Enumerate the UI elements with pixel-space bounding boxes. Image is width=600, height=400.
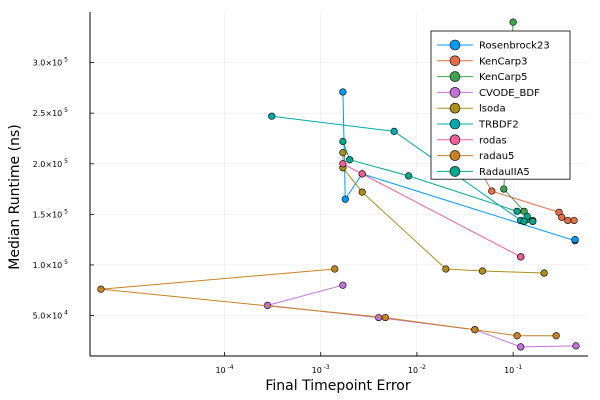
legend-swatch-marker-radauiia5 bbox=[449, 166, 461, 177]
legend-swatch-marker-trbdf2 bbox=[449, 118, 461, 130]
legend-label-trbdf2: TRBDF2 bbox=[478, 120, 519, 131]
series-rodas bbox=[339, 160, 525, 261]
legend-item-trbdf2: TRBDF2 bbox=[437, 118, 519, 131]
data-point-rodas-1 bbox=[358, 170, 366, 178]
data-point-radau5-5 bbox=[552, 332, 560, 340]
data-point-radau5-1 bbox=[97, 285, 105, 293]
data-point-cvode-bdf-4 bbox=[517, 343, 525, 351]
legend-item-radau5: radau5 bbox=[437, 150, 514, 162]
series-cvode-bdf bbox=[263, 281, 580, 351]
data-point-lsoda-0 bbox=[339, 149, 347, 157]
data-point-kencarp5-0 bbox=[509, 18, 517, 26]
legend-swatch-marker-rosenbrock23 bbox=[449, 39, 461, 51]
legend: Rosenbrock23 KenCarp3 KenCarp5 CVODE_BDFlso… bbox=[430, 30, 571, 180]
y-tick-label-4: 2.5×10 5 bbox=[33, 107, 69, 118]
legend-swatch-marker-kencarp3 bbox=[449, 55, 461, 67]
legend-swatch-marker-cvode-bdf bbox=[449, 87, 461, 98]
x-tick-labels: 10 -4 10 -3 10 -2 10 -1 bbox=[215, 364, 522, 375]
legend-label-lsoda: lsoda bbox=[479, 104, 506, 115]
legend-swatch-marker-kencarp5 bbox=[449, 71, 461, 82]
data-point-cvode-bdf-5 bbox=[572, 342, 580, 350]
data-point-rodas-3 bbox=[517, 253, 525, 261]
legend-item-kencarp3: KenCarp3 bbox=[437, 55, 527, 67]
data-point-lsoda-4 bbox=[478, 267, 487, 275]
legend-item-kencarp5: KenCarp5 bbox=[437, 71, 527, 83]
legend-label-cvode-bdf: CVODE_BDF bbox=[479, 88, 540, 99]
y-axis-label: Median Runtime (ns) bbox=[7, 124, 23, 269]
legend-swatch-marker-radau5 bbox=[449, 150, 461, 161]
y-tick-label-1: 1.0×10 5 bbox=[33, 259, 69, 270]
x-axis-label: Final Timepoint Error bbox=[265, 378, 411, 394]
data-point-kencarp5-1 bbox=[500, 185, 508, 193]
series-line-radau5 bbox=[100, 268, 557, 337]
series-layer bbox=[97, 18, 580, 351]
legend-label-rosenbrock23: Rosenbrock23 bbox=[479, 41, 550, 52]
y-tick-label-2: 1.5×10 5 bbox=[33, 208, 69, 219]
data-point-rosenbrock23-4 bbox=[571, 236, 579, 244]
x-tick-label-3: 10 -1 bbox=[504, 364, 522, 375]
data-point-lsoda-3 bbox=[442, 265, 450, 273]
data-point-radau5-4 bbox=[513, 332, 521, 340]
data-point-radauiia5-3 bbox=[513, 207, 521, 215]
data-point-radau5-0 bbox=[331, 265, 339, 273]
legend-label-rodas: rodas bbox=[479, 135, 507, 146]
data-point-kencarp3-1 bbox=[488, 187, 496, 195]
data-point-radau5-3 bbox=[471, 326, 479, 334]
data-point-kencarp3-4 bbox=[564, 216, 572, 225]
legend-label-kencarp3: KenCarp3 bbox=[479, 56, 527, 67]
y-tick-label-3: 2.0×10 5 bbox=[33, 158, 69, 169]
legend-label-radau5: radau5 bbox=[479, 151, 514, 162]
legend-item-lsoda: lsoda bbox=[437, 102, 506, 115]
data-point-cvode-bdf-0 bbox=[339, 281, 347, 289]
data-point-lsoda-2 bbox=[358, 188, 366, 196]
x-tick-label-1: 10 -3 bbox=[312, 364, 330, 375]
legend-item-rosenbrock23: Rosenbrock23 bbox=[437, 39, 550, 52]
series-radau5 bbox=[97, 265, 560, 340]
y-tick-labels: 5.0×10 4 1.0×10 5 1.5×10 5 2.0×10 5 2.5×10 5… bbox=[33, 57, 69, 321]
series-line-cvode-bdf bbox=[267, 284, 577, 348]
data-point-radauiia5-5 bbox=[520, 217, 528, 226]
data-point-rosenbrock23-0 bbox=[339, 88, 347, 96]
legend-label-kencarp5: KenCarp5 bbox=[479, 72, 527, 83]
data-point-kencarp3-3 bbox=[558, 213, 566, 221]
data-point-radauiia5-0 bbox=[339, 137, 347, 146]
data-point-radauiia5-6 bbox=[529, 217, 537, 226]
data-point-kencarp3-5 bbox=[570, 216, 578, 225]
series-radauiia5 bbox=[339, 137, 537, 226]
axes bbox=[89, 12, 588, 357]
legend-swatch-marker-rodas bbox=[449, 134, 461, 146]
legend-item-rodas: rodas bbox=[437, 134, 507, 146]
x-tick-label-2: 10 -2 bbox=[408, 364, 426, 375]
data-point-trbdf2-1 bbox=[390, 127, 398, 135]
data-point-trbdf2-0 bbox=[268, 112, 276, 120]
data-point-radau5-2 bbox=[381, 313, 389, 322]
data-point-radauiia5-2 bbox=[405, 172, 413, 180]
legend-item-radauiia5: RadauIIA5 bbox=[437, 166, 530, 178]
x-tick-label-0: 10 -4 bbox=[215, 364, 233, 375]
legend-label-radauiia5: RadauIIA5 bbox=[479, 167, 530, 178]
data-point-radauiia5-1 bbox=[346, 156, 354, 164]
data-point-lsoda-5 bbox=[540, 269, 548, 277]
y-tick-label-5: 3.0×10 5 bbox=[33, 57, 69, 68]
data-point-rodas-0 bbox=[339, 160, 347, 168]
legend-item-cvode-bdf: CVODE_BDF bbox=[437, 87, 540, 99]
y-tick-label-0: 5.0×10 4 bbox=[33, 310, 69, 321]
legend-swatch-marker-lsoda bbox=[449, 102, 461, 114]
data-point-rosenbrock23-1 bbox=[341, 195, 349, 203]
